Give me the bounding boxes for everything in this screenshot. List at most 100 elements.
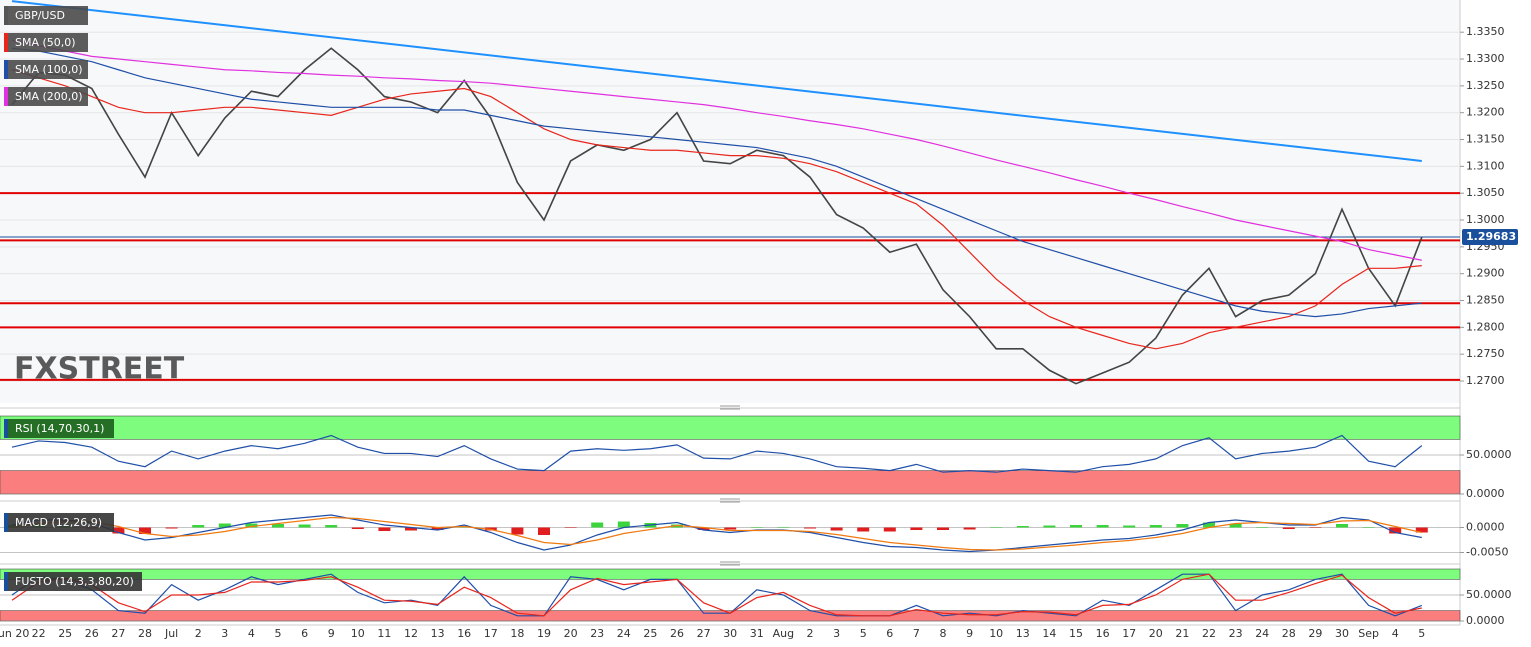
legend-box bbox=[4, 60, 88, 79]
legend-swatch bbox=[4, 60, 8, 79]
y-tick-label: 1.3350 bbox=[1466, 25, 1505, 38]
histogram-bar bbox=[165, 527, 178, 529]
y-tick-label: 1.2900 bbox=[1466, 267, 1505, 280]
series-line bbox=[11, 516, 1422, 551]
histogram-bar bbox=[538, 527, 550, 535]
x-tick-label: 6 bbox=[886, 627, 893, 640]
legend-swatch bbox=[4, 33, 8, 52]
x-tick-label: 16 bbox=[1096, 627, 1110, 640]
histogram-bar bbox=[1282, 527, 1295, 529]
histogram-bar bbox=[1176, 524, 1189, 528]
x-tick-label: 28 bbox=[138, 627, 152, 640]
x-tick-label: 26 bbox=[85, 627, 99, 640]
x-tick-label: 11 bbox=[377, 627, 391, 640]
x-tick-label: 2 bbox=[195, 627, 202, 640]
histogram-bar bbox=[245, 523, 258, 528]
histogram-bar bbox=[112, 527, 125, 534]
x-tick-label: 20 bbox=[1149, 627, 1163, 640]
x-tick-label: 22 bbox=[1202, 627, 1216, 640]
histogram-bar bbox=[1070, 525, 1082, 528]
x-tick-label: 17 bbox=[484, 627, 498, 640]
x-tick-label: 31 bbox=[750, 627, 764, 640]
series-line bbox=[11, 69, 1422, 350]
legend-swatch bbox=[4, 572, 8, 591]
x-tick-label: 12 bbox=[404, 627, 418, 640]
histogram-bar bbox=[617, 521, 630, 528]
histogram-bar bbox=[192, 525, 205, 528]
watermark: FXSTREET bbox=[14, 352, 185, 387]
legend-swatch bbox=[4, 419, 8, 438]
x-tick-label: 10 bbox=[989, 627, 1003, 640]
y-tick-label: 0.0000 bbox=[1466, 614, 1505, 627]
legend-box bbox=[4, 419, 114, 438]
x-tick-label: 9 bbox=[966, 627, 973, 640]
legend-box bbox=[4, 6, 88, 25]
legend-label: FUSTO (14,3,3,80,20) bbox=[15, 575, 134, 588]
x-tick-label: 13 bbox=[1016, 627, 1030, 640]
plot-background bbox=[0, 0, 1460, 403]
x-tick-label: 5 bbox=[275, 627, 282, 640]
x-tick-label: 28 bbox=[1282, 627, 1296, 640]
histogram-bar bbox=[1362, 527, 1375, 528]
x-tick-label: 20 bbox=[564, 627, 578, 640]
legend-box bbox=[4, 87, 88, 106]
x-tick-label: 27 bbox=[111, 627, 125, 640]
x-tick-label: 16 bbox=[457, 627, 471, 640]
x-tick-label: 15 bbox=[1069, 627, 1083, 640]
histogram-bar bbox=[777, 527, 790, 528]
trendline bbox=[11, 0, 1422, 162]
histogram-bar bbox=[1256, 527, 1269, 528]
series-line bbox=[11, 573, 1422, 617]
y-tick-label: 1.3100 bbox=[1466, 159, 1505, 172]
x-tick-label: 29 bbox=[1308, 627, 1322, 640]
x-tick-label: 24 bbox=[617, 627, 631, 640]
histogram-bar bbox=[963, 527, 976, 530]
x-tick-label: 9 bbox=[328, 627, 335, 640]
legend-swatch bbox=[4, 6, 8, 25]
x-tick-label: 2 bbox=[807, 627, 814, 640]
histogram-bar bbox=[750, 527, 763, 528]
x-tick-label: 24 bbox=[1255, 627, 1269, 640]
x-tick-label: 25 bbox=[643, 627, 657, 640]
y-tick-label: 1.2850 bbox=[1466, 294, 1505, 307]
histogram-bar bbox=[830, 527, 843, 531]
x-tick-label: 7 bbox=[913, 627, 920, 640]
histogram-bar bbox=[1229, 524, 1242, 528]
x-tick-label: 23 bbox=[590, 627, 604, 640]
y-tick-label: 1.3050 bbox=[1466, 186, 1505, 199]
x-tick-label: 8 bbox=[940, 627, 947, 640]
histogram-bar bbox=[1415, 527, 1428, 533]
legend-label: GBP/USD bbox=[15, 9, 65, 22]
legend-label: MACD (12,26,9) bbox=[15, 516, 102, 529]
histogram-bar bbox=[1043, 525, 1056, 528]
histogram-bar bbox=[405, 527, 417, 531]
x-tick-label: 26 bbox=[670, 627, 684, 640]
y-tick-label: 50.0000 bbox=[1466, 588, 1512, 601]
x-tick-label: 3 bbox=[833, 627, 840, 640]
histogram-bar bbox=[1123, 525, 1136, 528]
x-tick-label: 18 bbox=[510, 627, 524, 640]
y-tick-label: 1.3000 bbox=[1466, 213, 1505, 226]
y-tick-label: 1.2700 bbox=[1466, 374, 1505, 387]
x-tick-label: Sep bbox=[1358, 627, 1379, 640]
x-tick-label: 30 bbox=[1335, 627, 1349, 640]
histogram-bar bbox=[218, 523, 231, 528]
histogram-bar bbox=[272, 524, 284, 528]
histogram-bar bbox=[724, 527, 737, 530]
histogram-bar bbox=[857, 527, 870, 532]
x-tick-label: 19 bbox=[537, 627, 551, 640]
legend-label: SMA (200,0) bbox=[15, 90, 83, 103]
x-tick-label: 10 bbox=[351, 627, 365, 640]
histogram-bar bbox=[990, 527, 1003, 528]
panel-dividers bbox=[0, 0, 1461, 626]
histogram-bar bbox=[591, 522, 604, 528]
y-tick-label: -0.0050 bbox=[1466, 546, 1508, 559]
histogram-bar bbox=[325, 525, 338, 528]
histogram-bar bbox=[1389, 527, 1402, 534]
histogram-bar bbox=[351, 527, 364, 529]
histogram-bar bbox=[378, 527, 391, 531]
x-tick-label: 4 bbox=[248, 627, 255, 640]
histogram-bar bbox=[1149, 525, 1162, 528]
x-tick-label: 25 bbox=[58, 627, 72, 640]
